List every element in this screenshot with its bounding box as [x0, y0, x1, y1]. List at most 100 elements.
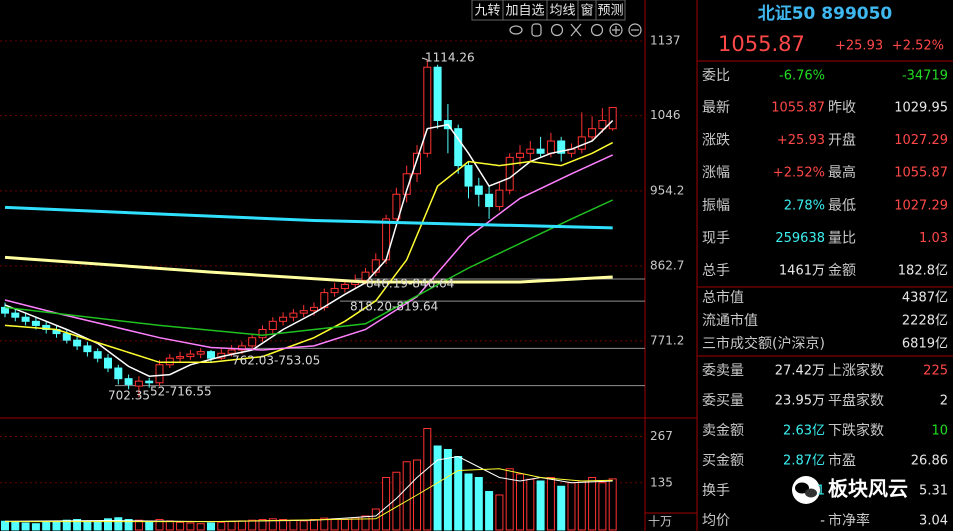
candle-body [83, 345, 92, 353]
eye-icon[interactable] [509, 25, 523, 35]
ma-line [4, 154, 614, 351]
quote-label: 最高 [828, 164, 856, 181]
volume-bar [340, 519, 349, 531]
quote-label: 现手 [702, 230, 730, 246]
quote-label: 最低 [828, 198, 856, 214]
volume-bar [382, 477, 391, 531]
candle-body [505, 156, 514, 191]
volume-bar [371, 508, 380, 531]
candle-body [155, 364, 164, 384]
zoom-out-icon[interactable] [628, 23, 642, 37]
volume-ma-line [5, 468, 613, 523]
candle-body [546, 140, 555, 154]
quote-label: 金额 [828, 263, 856, 279]
quote-label: 最新 [702, 100, 730, 116]
volume-bar [320, 517, 329, 531]
volume-bar [289, 519, 298, 531]
candle-body [196, 351, 205, 355]
quote-label: 涨幅 [702, 165, 730, 181]
candle-body [134, 380, 143, 387]
quote-label: 开盘 [828, 132, 856, 149]
volume-bar [248, 519, 257, 531]
refresh-icon[interactable] [550, 23, 564, 37]
candle-body [536, 148, 545, 154]
quote-label: 委买量 [702, 393, 744, 409]
toolbar-label[interactable]: 均线 [549, 4, 575, 19]
quote-value: +25.93 [777, 133, 825, 148]
candle-body [237, 345, 246, 351]
quote-value: 2.63亿 [783, 424, 825, 439]
volume-bar [42, 521, 51, 531]
candle-body [124, 378, 133, 385]
volume-bar [11, 521, 20, 531]
quote-value: 26.86 [911, 454, 948, 469]
quote-value: 23.95万 [775, 394, 825, 409]
volume-bar [124, 519, 133, 531]
volume-bar [588, 477, 597, 531]
quote-label: 市盈 [828, 452, 856, 469]
zoom-in-icon[interactable] [609, 23, 623, 37]
annotation: 52-716.55 [150, 385, 212, 399]
annotation: 846.19-846.64 [366, 277, 454, 291]
candle-body [268, 320, 277, 331]
annotation: 762.03-753.05 [232, 354, 320, 368]
volume-bar [268, 518, 277, 531]
quote-value: 1055.87 [771, 101, 825, 116]
volume-bar [279, 519, 288, 531]
quote-label: 涨跌 [702, 133, 730, 149]
icon-row [509, 23, 642, 37]
quote-label: 总市值 [702, 289, 744, 306]
quote-label: 振幅 [702, 198, 730, 214]
quote-change: +25.93 [835, 39, 883, 54]
volume-bar [495, 494, 504, 531]
volume-bar [577, 480, 586, 531]
volume-bar [21, 522, 30, 531]
candle-body [258, 329, 267, 339]
y-tick-label: 954.2 [650, 183, 684, 197]
ma-line [4, 205, 613, 230]
volume-bar [73, 519, 82, 531]
quote-value: 225 [923, 364, 948, 379]
quote-label: 均价 [702, 513, 730, 529]
candle-body [413, 152, 421, 175]
hand-icon[interactable] [531, 23, 542, 37]
quote-label: 总手 [702, 263, 730, 279]
volume-bar [155, 519, 164, 531]
toolbar-button[interactable] [595, 0, 626, 21]
scissors-icon[interactable] [570, 23, 582, 37]
candle-body [248, 337, 257, 347]
quote-value: 182.8亿 [898, 264, 948, 279]
toolbar-label[interactable]: 窗 [580, 3, 593, 19]
toolbar-label[interactable]: 预测 [597, 4, 623, 19]
volume-bar [310, 519, 318, 531]
quote-value: 10 [931, 424, 948, 439]
candle-body [608, 106, 617, 130]
volume-bar [93, 521, 102, 531]
volume-bar [196, 523, 205, 531]
candle-body [114, 367, 123, 380]
y-tick-label: 771.2 [650, 333, 684, 347]
quote-label: 委卖量 [702, 363, 744, 379]
volume-tick-label: 267 [650, 429, 673, 443]
toolbar-label[interactable]: 九转 [474, 4, 500, 19]
quote-label: 换手 [702, 482, 730, 499]
candle-body [330, 288, 339, 294]
annotation-leader [421, 57, 428, 61]
quote-label: 下跌家数 [828, 422, 884, 439]
volume-bar [52, 520, 61, 531]
quote-value: 1029.95 [894, 101, 948, 116]
quote-value: 27.42万 [775, 364, 825, 379]
quote-label: 昨收 [828, 100, 856, 116]
toolbar-label[interactable]: 加自选 [505, 4, 544, 19]
volume-bar [145, 520, 154, 531]
volume-bar [134, 519, 143, 531]
volume-bar [536, 480, 545, 531]
quote-label: 平盘家数 [828, 392, 884, 409]
quote-price: 1055.87 [718, 32, 805, 56]
volume-bar [505, 468, 514, 531]
annotation: 818.20-819.64 [350, 300, 438, 314]
volume-bar [330, 518, 339, 531]
settings-icon[interactable] [590, 23, 604, 37]
volume-bar [546, 477, 555, 531]
volume-bar [402, 461, 411, 531]
